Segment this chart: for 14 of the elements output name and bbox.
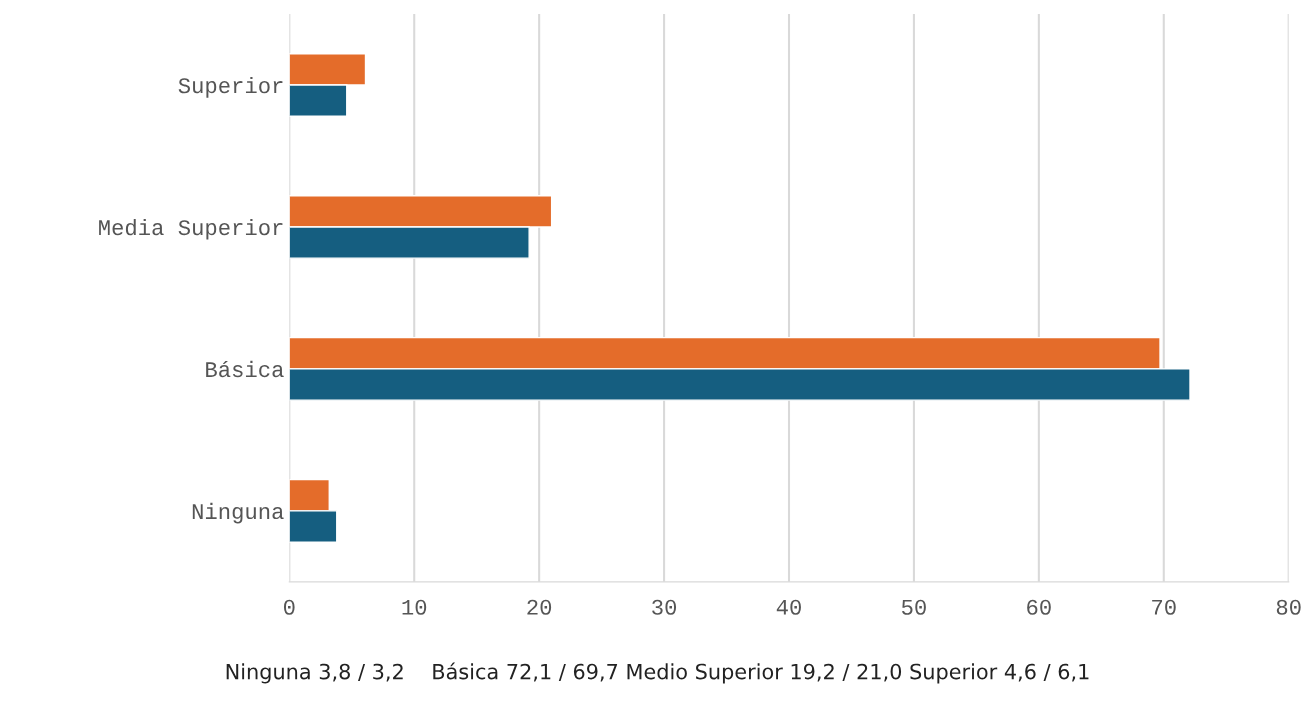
- x-tick-label: 70: [1152, 599, 1176, 615]
- y-tick-label: Media Superior: [99, 218, 283, 240]
- x-tick-label: 60: [1027, 599, 1051, 615]
- y-tick-label: Básica: [206, 360, 284, 378]
- x-tick-label: 30: [652, 599, 677, 615]
- x-tick-label: 20: [527, 599, 552, 615]
- x-tick-label: 10: [402, 599, 427, 615]
- y-tick-label: Ninguna: [192, 502, 284, 524]
- y-tick-label: Superior: [178, 76, 283, 98]
- x-tick-label: 40: [776, 599, 801, 615]
- x-tick-label: 0: [283, 599, 295, 615]
- text: Ninguna 3,8 / 3,2 Básica 72,1 / 69,7 Medio Superior 19,2 / 21,0 Superior 4,6 / 6,1: [226, 662, 1089, 684]
- x-tick-label: 50: [901, 599, 926, 615]
- x-tick-label: 80: [1276, 599, 1301, 615]
